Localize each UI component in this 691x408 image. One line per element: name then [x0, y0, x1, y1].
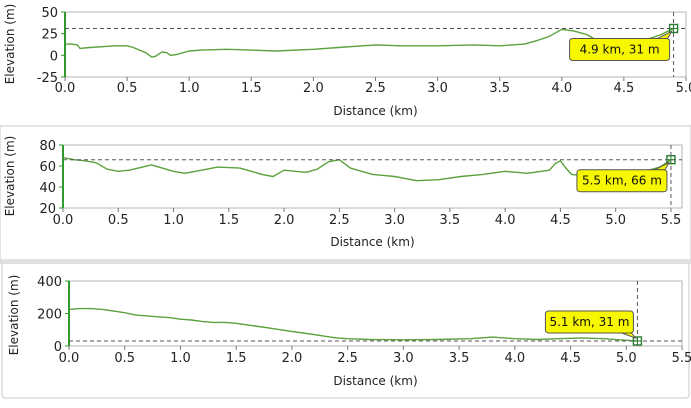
x-tick-label: 4.0: [504, 351, 525, 366]
x-axis-label: Distance (km): [330, 235, 414, 249]
x-tick-label: 1.0: [170, 351, 191, 366]
x-tick-label: 1.5: [241, 81, 262, 96]
y-tick-label: 0: [50, 49, 58, 64]
y-axis-label: Elevation (m): [3, 4, 17, 85]
x-axis-label: Distance (km): [333, 104, 417, 118]
x-axis-label: Distance (km): [333, 374, 417, 388]
x-tick-label: 0.5: [108, 213, 129, 228]
x-tick-label: 4.5: [614, 81, 635, 96]
x-tick-label: 4.5: [560, 351, 581, 366]
x-tick-label: 0.0: [59, 351, 80, 366]
x-tick-label: 4.0: [551, 81, 572, 96]
tooltip-box: [569, 37, 671, 61]
x-tick-label: 1.0: [163, 213, 184, 228]
x-tick-label: 5.0: [616, 351, 637, 366]
x-tick-label: 5.0: [605, 213, 626, 228]
y-tick-label: 25: [41, 28, 58, 43]
x-tick-label: 1.0: [179, 81, 200, 96]
tooltip-text: 4.9 km, 31 m: [580, 42, 660, 56]
tooltip-box: [576, 169, 668, 193]
x-tick-label: 2.0: [274, 213, 295, 228]
x-tick-label: 2.0: [282, 351, 303, 366]
x-tick-label: 3.0: [384, 213, 405, 228]
x-tick-label: 0.5: [114, 351, 135, 366]
y-tick-label: 50: [41, 6, 58, 21]
x-tick-label: 3.5: [489, 81, 510, 96]
y-tick-label: 20: [39, 202, 56, 217]
x-tick-label: 3.0: [393, 351, 414, 366]
tooltip-text: 5.5 km, 66 m: [582, 174, 662, 188]
x-tick-label: 5.5: [661, 213, 682, 228]
position-tooltip: 5.5 km, 66 m: [576, 161, 671, 193]
x-tick-label: 2.5: [337, 351, 358, 366]
y-tick-label: 400: [37, 275, 62, 290]
y-tick-label: 60: [39, 160, 56, 175]
y-axis-label: Elevation (m): [7, 275, 21, 356]
x-tick-label: 5.0: [676, 81, 691, 96]
x-tick-label: 3.0: [427, 81, 448, 96]
y-axis-label: Elevation (m): [3, 136, 17, 217]
x-tick-label: 0.0: [55, 81, 76, 96]
x-tick-label: 0.5: [117, 81, 138, 96]
x-tick-label: 2.0: [303, 81, 324, 96]
y-tick-label: 0: [54, 340, 62, 355]
y-tick-label: -25: [37, 71, 58, 86]
elevation-line: [65, 27, 674, 58]
x-tick-label: 2.5: [365, 81, 386, 96]
elevation-chart-3: 0 200 400 0.0 0.5 1.0 1.5 2.0 2.5 3.0 3.5 4.0 4.5 5.0…: [7, 275, 691, 388]
x-tick-label: 3.5: [449, 351, 470, 366]
x-tick-label: 1.5: [226, 351, 247, 366]
x-tick-label: 0.0: [53, 213, 74, 228]
tooltip-box: [544, 310, 634, 334]
x-tick-label: 2.5: [329, 213, 350, 228]
elevation-chart-1: -25 0 25 50 0.0 0.5 1.0 1.5 2.0 2.5 3.0 3.5 4.0 4.5 5.…: [3, 4, 691, 118]
elevation-line: [68, 307, 638, 342]
elevation-chart-2: 20 40 60 80 0.0 0.5 1.0 1.5 2.0 2.5 3.0 3.5 4.0 4.5 5.…: [3, 136, 683, 249]
position-tooltip: 4.9 km, 31 m: [569, 30, 673, 61]
x-tick-label: 5.5: [672, 351, 691, 366]
position-tooltip: 5.1 km, 31 m: [544, 310, 637, 340]
elevation-line: [62, 156, 672, 182]
y-tick-label: 80: [39, 139, 56, 154]
x-tick-label: 4.5: [550, 213, 571, 228]
y-tick-label: 200: [37, 308, 62, 323]
y-tick-label: 40: [39, 181, 56, 196]
x-tick-label: 4.0: [495, 213, 516, 228]
x-tick-label: 3.5: [440, 213, 461, 228]
tooltip-text: 5.1 km, 31 m: [549, 315, 629, 329]
x-tick-label: 1.5: [218, 213, 239, 228]
